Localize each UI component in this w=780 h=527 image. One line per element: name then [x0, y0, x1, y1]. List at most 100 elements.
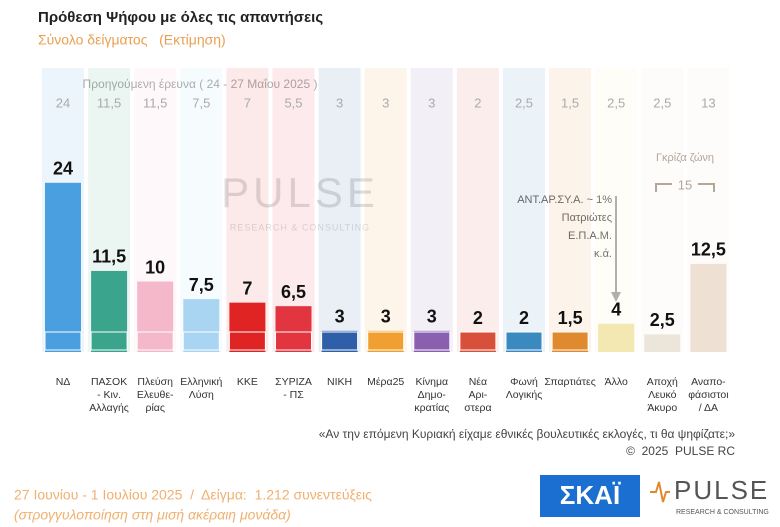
- pollster-icon: [650, 481, 670, 503]
- party-logo: [459, 331, 497, 351]
- value-label: 6,5: [281, 282, 306, 302]
- value-label: 3: [381, 307, 391, 327]
- previous-value: 3: [428, 95, 435, 110]
- previous-value: 2,5: [515, 95, 533, 110]
- party-logo: [44, 331, 82, 351]
- column-stripe: [272, 68, 315, 352]
- category-label: Αναπο-: [691, 376, 726, 388]
- category-label: Αρι-: [468, 389, 487, 401]
- previous-value: 11,5: [97, 95, 121, 110]
- previous-value: 11,5: [143, 95, 167, 110]
- previous-value: 3: [336, 95, 343, 110]
- category-label: Λύση: [189, 389, 214, 401]
- other-arrowhead: [611, 292, 621, 302]
- column-stripe: [595, 68, 638, 352]
- value-label: 7,5: [189, 275, 214, 295]
- category-label: Φωνή: [510, 376, 538, 388]
- category-label: Αποχή: [647, 376, 678, 388]
- value-label: 2: [473, 308, 483, 328]
- party-logo: [182, 331, 220, 351]
- watermark-tagline: RESEARCH & CONSULTING: [230, 222, 370, 232]
- category-label: Αλλαγής: [89, 402, 129, 414]
- column-stripe: [318, 68, 361, 352]
- gray-zone-label: Γκρίζα ζώνη: [656, 152, 714, 164]
- party-logo: [367, 331, 405, 351]
- category-label: Λευκό: [648, 389, 677, 401]
- category-label: ΠΑΣΟΚ: [91, 376, 127, 388]
- chart-subtitle: Σύνολο δείγματος (Εκτίμηση): [38, 32, 226, 48]
- category-label: Ελευθε-: [137, 389, 174, 401]
- footer-note: (στρογγυλοποίηση στη μισή ακέραιη μονάδα…: [14, 507, 291, 523]
- channel-logo: ΣΚΑΪ: [560, 480, 621, 510]
- previous-value: 7,5: [192, 95, 210, 110]
- category-label: / ΔΑ: [699, 402, 718, 414]
- category-label: Πλεύση: [137, 376, 173, 388]
- footer-sample: 27 Ιουνίου - 1 Ιουλίου 2025 / Δείγμα: 1.…: [14, 487, 372, 503]
- category-label: Δημο-: [418, 389, 447, 401]
- category-label: στερα: [464, 402, 491, 414]
- gray-zone-value: 15: [678, 177, 692, 192]
- value-label: 3: [335, 307, 345, 327]
- party-logo: [321, 331, 359, 351]
- party-logo: [228, 331, 266, 351]
- pollster-tagline: RESEARCH & CONSULTING: [676, 509, 769, 516]
- party-logo: [136, 331, 174, 351]
- previous-value: 2,5: [607, 95, 625, 110]
- gray-zone-bracket: [655, 183, 715, 192]
- category-label: Κίνημα: [416, 376, 449, 388]
- previous-value: 13: [701, 95, 715, 110]
- value-label: 2: [519, 308, 529, 328]
- party-logo: [551, 331, 589, 351]
- previous-value: 24: [56, 95, 70, 110]
- category-label: Άκυρο: [647, 402, 677, 414]
- category-label: Μέρα25: [367, 376, 404, 388]
- category-label: ΝΔ: [56, 376, 71, 388]
- other-party: ΑΝΤ.ΑΡ.ΣΥ.Α. ~ 1%: [517, 194, 612, 206]
- category-label: Νέα: [469, 376, 487, 388]
- value-label: 7: [242, 278, 252, 298]
- value-label: 1,5: [558, 308, 583, 328]
- category-label: Ελληνική: [180, 376, 222, 388]
- bar: [644, 334, 681, 352]
- other-party: Ε.Π.Α.Μ.: [568, 230, 612, 242]
- previous-value: 1,5: [561, 95, 579, 110]
- category-label: - Κιν.: [97, 389, 121, 401]
- party-logo: [505, 331, 543, 351]
- bar: [690, 263, 727, 352]
- value-label: 4: [611, 300, 621, 320]
- previous-value: 5,5: [284, 95, 302, 110]
- previous-value: 2: [474, 95, 481, 110]
- previous-title: Προηγούμενη έρευνα ( 24 - 27 Μαΐου 2025 …: [83, 77, 318, 91]
- column-stripe: [549, 68, 592, 352]
- category-label: ΝΙΚΗ: [327, 376, 352, 388]
- category-label: Σπαρτιάτες: [544, 376, 595, 388]
- category-label: Λογικής: [506, 389, 543, 401]
- category-label: Άλλο: [605, 376, 628, 388]
- column-stripe: [364, 68, 407, 352]
- other-party: Πατριώτες: [562, 212, 612, 224]
- category-label: ΣΥΡΙΖΑ: [275, 376, 312, 388]
- category-label: κρατίας: [414, 402, 449, 414]
- watermark: PULSE: [221, 169, 379, 216]
- column-stripe: [410, 68, 453, 352]
- value-label: 3: [427, 307, 437, 327]
- party-logo: [275, 331, 312, 351]
- copyright: © 2025 PULSE RC: [626, 444, 735, 458]
- category-label: ΚΚΕ: [237, 376, 258, 388]
- value-label: 2,5: [650, 310, 675, 330]
- previous-value: 2,5: [653, 95, 671, 110]
- question: «Αν την επόμενη Κυριακή είχαμε εθνικές β…: [319, 427, 736, 441]
- category-label: ρίας: [145, 402, 164, 414]
- bar: [598, 323, 635, 352]
- chart-title: Πρόθεση Ψήφου με όλες τις απαντήσεις: [38, 9, 323, 26]
- previous-value: 3: [382, 95, 389, 110]
- value-label: 12,5: [691, 240, 726, 260]
- pollster-logo: PULSE: [674, 475, 769, 505]
- previous-value: 7: [244, 95, 251, 110]
- value-label: 24: [53, 159, 73, 179]
- other-party: κ.ά.: [594, 248, 612, 260]
- column-stripe: [456, 68, 499, 352]
- party-logo: [90, 331, 128, 351]
